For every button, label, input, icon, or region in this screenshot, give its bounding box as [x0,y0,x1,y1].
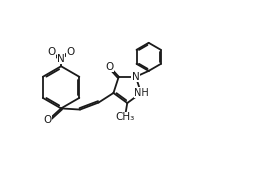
Text: N: N [57,54,65,64]
Text: CH₃: CH₃ [116,112,135,122]
Text: O: O [43,115,51,125]
Text: O: O [67,47,75,57]
Text: N: N [132,72,140,82]
Text: O: O [47,47,55,57]
Text: NH: NH [134,88,149,98]
Text: O: O [106,62,114,72]
